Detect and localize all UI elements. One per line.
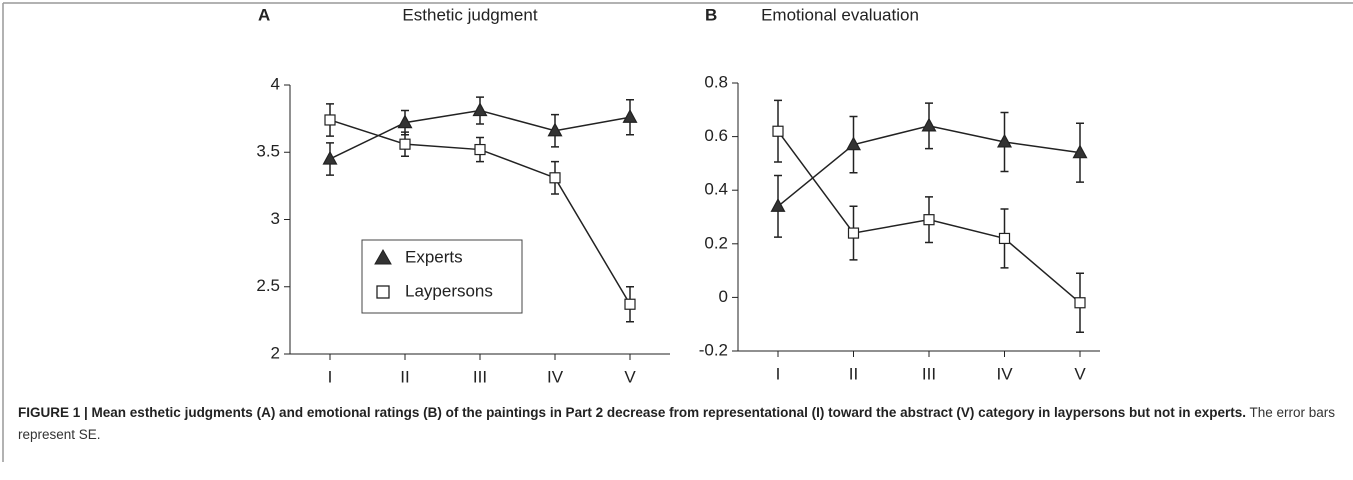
x-tick-label: I [328,367,333,386]
marker-triangle [921,117,937,132]
legend-label: Experts [405,247,463,266]
caption-text: The error bars represent SE. [18,405,1336,442]
chart-title: Esthetic judgment [402,5,537,24]
legend-box [361,239,523,314]
marker-triangle [547,122,563,137]
marker-triangle [472,102,488,117]
panel-label: A [258,5,270,24]
y-tick-label: 3.5 [256,142,280,161]
marker-square [399,138,411,150]
chart-title: Emotional evaluation [761,5,919,24]
marker-square [772,125,784,137]
y-tick-label: 0.4 [704,180,728,199]
legend-marker [376,285,390,299]
marker-square [998,232,1011,245]
marker-square [847,227,860,239]
marker-square [624,298,636,310]
marker-square [1074,297,1086,309]
marker-triangle [770,198,786,212]
marker-triangle [322,150,338,165]
x-tick-label: I [776,364,781,383]
marker-square [549,172,561,184]
legend-label: Laypersons [405,281,493,300]
marker-square [324,114,336,126]
y-tick-label: 3 [271,209,280,228]
y-tick-label: 4 [271,74,280,93]
x-tick-label: IV [547,367,564,386]
y-tick-label: 2.5 [256,276,280,295]
x-tick-label: V [1074,364,1086,383]
x-tick-label: II [849,364,858,383]
y-tick-label: 0.6 [704,126,728,145]
marker-triangle [845,136,862,151]
x-tick-label: V [624,367,636,386]
x-tick-label: III [473,367,487,386]
panel-label: B [705,5,717,24]
y-tick-label: 2 [271,343,280,362]
x-tick-label: III [922,364,936,383]
marker-triangle [996,133,1013,148]
frame-lower [2,400,4,462]
marker-square [474,143,486,156]
y-tick-label: 0 [719,287,728,306]
caption-bold: FIGURE 1 | Mean esthetic judgments (A) a… [18,405,1246,420]
marker-triangle [397,114,413,129]
legend-marker [374,248,392,265]
y-tick-label: 0.8 [704,72,728,91]
y-tick-label: 0.2 [704,233,728,252]
caption: FIGURE 1 | Mean esthetic judgments (A) a… [18,402,1338,446]
y-tick-label: -0.2 [699,340,728,359]
marker-triangle [622,109,638,123]
marker-triangle [1072,144,1088,159]
marker-square [923,214,935,226]
x-tick-label: IV [996,364,1013,383]
x-tick-label: II [400,367,409,386]
